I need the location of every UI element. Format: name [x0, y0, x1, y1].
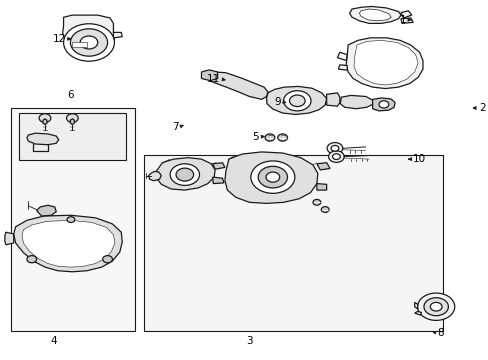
- Circle shape: [70, 29, 107, 56]
- Circle shape: [27, 256, 37, 263]
- Circle shape: [289, 95, 305, 107]
- Polygon shape: [414, 311, 421, 315]
- Polygon shape: [201, 70, 217, 81]
- Circle shape: [277, 134, 287, 141]
- Polygon shape: [207, 72, 267, 99]
- Circle shape: [102, 256, 112, 263]
- Polygon shape: [22, 220, 115, 267]
- Circle shape: [378, 101, 388, 108]
- Circle shape: [429, 302, 441, 311]
- Polygon shape: [340, 95, 372, 109]
- Text: 9: 9: [274, 96, 281, 107]
- Text: 1: 1: [399, 15, 406, 25]
- Circle shape: [170, 164, 199, 185]
- Bar: [72, 42, 87, 47]
- Circle shape: [258, 166, 287, 188]
- Circle shape: [332, 154, 340, 159]
- Circle shape: [39, 114, 51, 122]
- Text: 3: 3: [245, 336, 252, 346]
- Text: 5: 5: [252, 132, 259, 142]
- Polygon shape: [414, 302, 417, 309]
- Polygon shape: [349, 6, 400, 23]
- Circle shape: [264, 134, 274, 141]
- Polygon shape: [5, 232, 14, 245]
- Polygon shape: [316, 184, 326, 190]
- Polygon shape: [266, 86, 326, 114]
- Polygon shape: [212, 177, 224, 184]
- Text: 11: 11: [206, 74, 220, 84]
- Circle shape: [417, 293, 454, 320]
- Polygon shape: [346, 38, 422, 89]
- Circle shape: [326, 143, 342, 154]
- Polygon shape: [27, 133, 59, 145]
- Polygon shape: [316, 163, 329, 170]
- Text: 8: 8: [437, 328, 444, 338]
- Circle shape: [328, 151, 344, 162]
- Bar: [11, 108, 135, 331]
- Circle shape: [330, 145, 338, 151]
- Circle shape: [423, 298, 447, 316]
- Bar: [144, 155, 442, 331]
- Text: 12: 12: [53, 34, 66, 44]
- Polygon shape: [372, 98, 394, 111]
- Circle shape: [371, 53, 398, 73]
- Polygon shape: [148, 171, 161, 181]
- Circle shape: [312, 199, 320, 205]
- Text: 4: 4: [50, 336, 57, 346]
- Polygon shape: [353, 40, 417, 85]
- Circle shape: [66, 114, 78, 122]
- Circle shape: [364, 48, 405, 78]
- Polygon shape: [82, 50, 97, 56]
- Polygon shape: [62, 15, 115, 51]
- Circle shape: [321, 207, 328, 212]
- Polygon shape: [337, 52, 346, 60]
- Text: 7: 7: [171, 122, 178, 132]
- Polygon shape: [212, 163, 224, 169]
- Polygon shape: [400, 18, 412, 23]
- Circle shape: [63, 24, 114, 61]
- Text: 10: 10: [412, 154, 426, 164]
- Bar: [19, 113, 126, 160]
- Circle shape: [283, 91, 310, 111]
- Circle shape: [176, 168, 193, 181]
- Circle shape: [265, 172, 279, 182]
- Polygon shape: [338, 65, 346, 70]
- Circle shape: [67, 217, 75, 222]
- Polygon shape: [14, 215, 122, 272]
- Polygon shape: [156, 158, 215, 190]
- Polygon shape: [43, 119, 47, 125]
- Circle shape: [250, 161, 294, 193]
- Polygon shape: [224, 152, 317, 203]
- Polygon shape: [113, 32, 122, 38]
- Text: 2: 2: [478, 103, 485, 113]
- Polygon shape: [400, 11, 411, 18]
- Text: 6: 6: [67, 90, 74, 100]
- Polygon shape: [70, 119, 74, 125]
- Polygon shape: [326, 93, 339, 106]
- Circle shape: [80, 36, 98, 49]
- Polygon shape: [359, 9, 390, 21]
- Polygon shape: [37, 205, 56, 216]
